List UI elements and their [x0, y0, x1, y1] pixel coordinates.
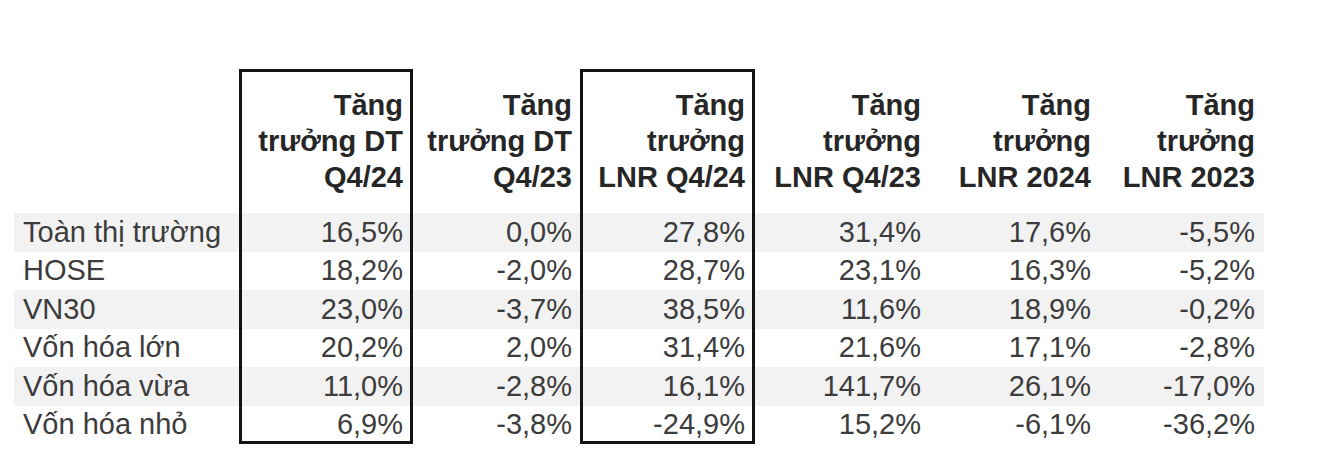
value-cell: 17,6%: [930, 213, 1100, 252]
row-label-hose: HOSE: [14, 252, 240, 291]
value-cell: 18,2%: [240, 252, 412, 291]
value-cell: 15,2%: [754, 406, 930, 445]
value-cell: -36,2%: [1100, 406, 1264, 445]
header-dt-q423: Tăng trưởng DT Q4/23: [412, 69, 581, 213]
header-dt-q424: Tăng trưởng DT Q4/24: [240, 69, 412, 213]
value-cell: 0,0%: [412, 213, 581, 252]
header-lnr-2023: Tăng trưởng LNR 2023: [1100, 69, 1264, 213]
report-table-screenshot: { "table": { "columns": [ {"label": "Tăn…: [0, 0, 1334, 474]
header-lnr-q424: Tăng trưởng LNR Q4/24: [581, 69, 754, 213]
row-label-von-hoa-lon: Vốn hóa lớn: [14, 329, 240, 368]
row-label-vn30: VN30: [14, 290, 240, 329]
value-cell: -5,5%: [1100, 213, 1264, 252]
value-cell: -2,0%: [412, 252, 581, 291]
value-cell: -2,8%: [1100, 329, 1264, 368]
value-cell: 20,2%: [240, 329, 412, 368]
value-cell: 16,1%: [581, 367, 754, 406]
value-cell: 17,1%: [930, 329, 1100, 368]
value-cell: 11,0%: [240, 367, 412, 406]
value-cell: 27,8%: [581, 213, 754, 252]
value-cell: 26,1%: [930, 367, 1100, 406]
value-cell: 6,9%: [240, 406, 412, 445]
row-label-von-hoa-vua: Vốn hóa vừa: [14, 367, 240, 406]
header-corner-blank: [14, 69, 240, 213]
value-cell: 28,7%: [581, 252, 754, 291]
header-lnr-q423: Tăng trưởng LNR Q4/23: [754, 69, 930, 213]
row-label-toan-thi-truong: Toàn thị trường: [14, 213, 240, 252]
value-cell: -0,2%: [1100, 290, 1264, 329]
value-cell: 31,4%: [754, 213, 930, 252]
value-cell: -24,9%: [581, 406, 754, 445]
value-cell: 38,5%: [581, 290, 754, 329]
value-cell: -3,8%: [412, 406, 581, 445]
value-cell: -2,8%: [412, 367, 581, 406]
value-cell: 16,5%: [240, 213, 412, 252]
value-cell: 141,7%: [754, 367, 930, 406]
value-cell: 18,9%: [930, 290, 1100, 329]
value-cell: 23,0%: [240, 290, 412, 329]
value-cell: 23,1%: [754, 252, 930, 291]
value-cell: 31,4%: [581, 329, 754, 368]
value-cell: 2,0%: [412, 329, 581, 368]
table-grid: Tăng trưởng DT Q4/24 Tăng trưởng DT Q4/2…: [14, 69, 1264, 444]
header-lnr-2024: Tăng trưởng LNR 2024: [930, 69, 1100, 213]
growth-table: Tăng trưởng DT Q4/24 Tăng trưởng DT Q4/2…: [14, 69, 1264, 444]
value-cell: 21,6%: [754, 329, 930, 368]
value-cell: 11,6%: [754, 290, 930, 329]
row-label-von-hoa-nho: Vốn hóa nhỏ: [14, 406, 240, 445]
value-cell: -3,7%: [412, 290, 581, 329]
value-cell: -5,2%: [1100, 252, 1264, 291]
value-cell: -17,0%: [1100, 367, 1264, 406]
value-cell: 16,3%: [930, 252, 1100, 291]
value-cell: -6,1%: [930, 406, 1100, 445]
